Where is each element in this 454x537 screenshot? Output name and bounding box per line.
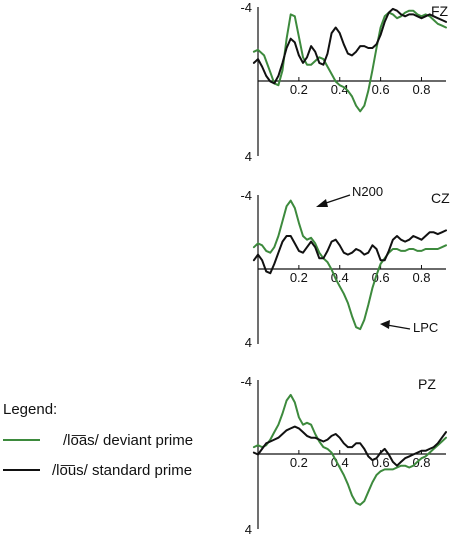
series-line-deviant (252, 393, 447, 506)
series-line-standard (252, 425, 447, 467)
x-ticks: 0.2 0.4 0.6 0.8 (290, 77, 431, 97)
series-line-deviant (252, 199, 447, 331)
annotation-lpc-arrowhead (380, 320, 390, 329)
x-tick-label: 0.2 (290, 82, 308, 97)
legend: Legend: /lo͞as/ deviant prime /lo͞us/ st… (3, 401, 193, 479)
channel-label-cz: CZ (431, 190, 450, 206)
ytick-label-bottom: 4 (245, 522, 252, 537)
annotation-n200-arrowhead (316, 199, 328, 207)
panel-pz: -4 4 PZ 0.2 0.4 0.6 0.8 (240, 374, 447, 537)
channel-label-pz: PZ (418, 376, 436, 392)
series-line-standard (252, 229, 447, 275)
x-tick-label: 0.6 (372, 455, 390, 470)
x-tick-label: 0.2 (290, 455, 308, 470)
x-tick-label: 0.8 (412, 82, 430, 97)
x-ticks: 0.2 0.4 0.6 0.8 (290, 265, 431, 285)
series (252, 7, 447, 113)
annotation-lpc: LPC (413, 320, 438, 335)
annotation-n200-arrow (322, 194, 351, 205)
ytick-label-top: -4 (240, 188, 252, 203)
x-tick-label: 0.4 (331, 270, 349, 285)
x-tick-label: 0.4 (331, 82, 349, 97)
legend-title: Legend: (3, 401, 57, 418)
series (252, 199, 447, 331)
channel-label-fz: FZ (431, 3, 449, 19)
series-line-standard (252, 7, 447, 85)
legend-label-deviant: /lo͞as/ deviant prime (63, 432, 193, 449)
ytick-label-top: -4 (240, 0, 252, 15)
x-tick-label: 0.8 (412, 455, 430, 470)
legend-label-standard: /lo͞us/ standard prime (52, 462, 192, 479)
annotation-n200: N200 (352, 184, 383, 199)
annotation-lpc-arrow (386, 324, 411, 330)
series (252, 393, 447, 506)
panel-cz: -4 4 CZ 0.2 0.4 0.6 0.8 N200 LPC (240, 184, 450, 350)
ytick-label-top: -4 (240, 374, 252, 389)
x-tick-label: 0.8 (412, 270, 430, 285)
x-tick-label: 0.2 (290, 270, 308, 285)
ytick-label-bottom: 4 (245, 149, 252, 164)
x-tick-label: 0.6 (372, 82, 390, 97)
series-line-deviant (252, 9, 447, 113)
ytick-label-bottom: 4 (245, 335, 252, 350)
panel-fz: -4 4 FZ 0.2 0.4 0.6 0.8 (240, 0, 448, 164)
